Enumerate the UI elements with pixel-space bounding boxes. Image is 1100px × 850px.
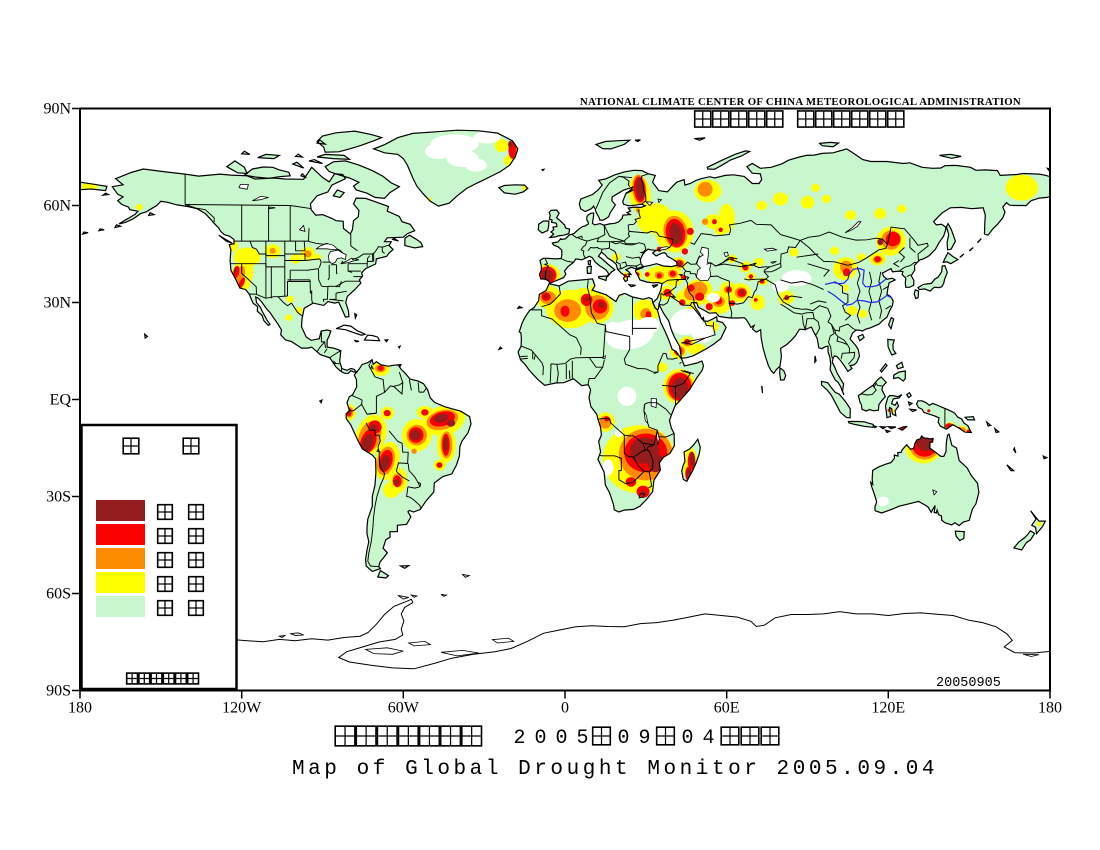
svg-text:180: 180: [68, 700, 92, 717]
svg-text:9: 9: [638, 727, 650, 750]
svg-text:60N: 60N: [43, 198, 71, 215]
svg-text:4: 4: [702, 727, 714, 750]
svg-text:0: 0: [561, 700, 569, 717]
svg-text:20050905: 20050905: [936, 676, 1001, 691]
svg-text:60W: 60W: [388, 700, 420, 717]
svg-text:90S: 90S: [46, 683, 71, 700]
svg-text:30N: 30N: [43, 295, 71, 312]
svg-text:90N: 90N: [43, 101, 71, 118]
svg-text:0: 0: [617, 727, 629, 750]
svg-text:0: 0: [534, 727, 546, 750]
svg-text:60S: 60S: [46, 586, 71, 603]
svg-text:5: 5: [576, 727, 588, 750]
svg-text:30S: 30S: [46, 489, 71, 506]
svg-text:0: 0: [681, 727, 693, 750]
svg-text:NATIONAL CLIMATE CENTER OF CHI: NATIONAL CLIMATE CENTER OF CHINA METEORO…: [580, 96, 1021, 108]
svg-text:180: 180: [1038, 700, 1062, 717]
svg-text:0: 0: [555, 727, 567, 750]
svg-text:120W: 120W: [222, 700, 262, 717]
svg-text:60E: 60E: [714, 700, 740, 717]
svg-text:EQ: EQ: [50, 392, 72, 409]
svg-text:120E: 120E: [871, 700, 905, 717]
svg-text:2: 2: [513, 727, 525, 750]
svg-text:Map of Global Drought Monitor: Map of Global Drought Monitor 2005.09.04: [292, 758, 938, 781]
